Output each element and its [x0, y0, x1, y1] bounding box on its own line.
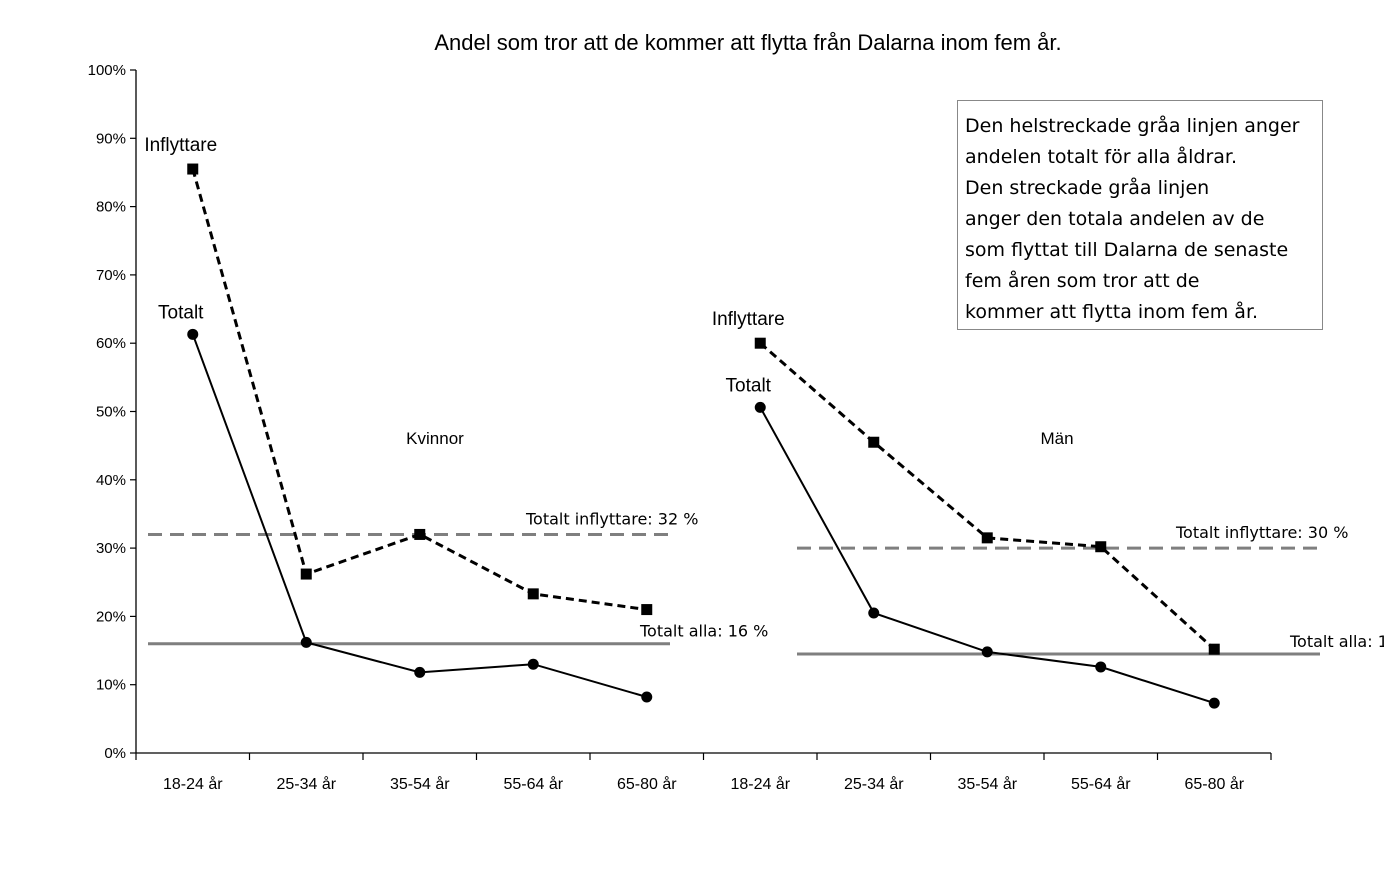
reference-line-label: Totalt alla: 16 %	[639, 622, 768, 641]
note-line: som flyttat till Dalarna de senaste	[965, 239, 1289, 261]
y-tick-label: 70%	[96, 267, 126, 284]
note-line: Den streckade gråa linjen	[965, 177, 1210, 199]
chart-labels: Kvinnor Inflyttare Totalt Män Inflyttare Tota…	[144, 135, 1073, 448]
data-point-square	[527, 588, 539, 600]
data-point-circle	[754, 401, 766, 413]
data-point-circle	[641, 691, 653, 703]
x-tick-label: 25-34 år	[844, 775, 904, 793]
data-point-square	[641, 604, 653, 616]
note-line: andelen totalt för alla åldrar.	[965, 146, 1238, 168]
y-tick-label: 30%	[96, 540, 126, 557]
y-tick-label: 60%	[96, 335, 126, 352]
reference-line-label: Totalt inflyttare: 32 %	[525, 509, 698, 528]
group-label: Kvinnor	[406, 429, 464, 448]
y-tick-label: 0%	[104, 745, 126, 762]
y-tick-label: 100%	[88, 62, 126, 79]
series-lines	[187, 163, 1220, 709]
data-point-circle	[527, 658, 539, 670]
y-tick-label: 10%	[96, 677, 126, 694]
reference-line-label: Totalt alla: 15 %	[1289, 632, 1384, 651]
data-point-square	[187, 163, 199, 175]
data-point-circle	[981, 646, 993, 658]
data-point-circle	[414, 666, 426, 678]
data-point-square	[868, 436, 880, 448]
data-point-circle	[868, 607, 880, 619]
x-tick-label: 55-64 år	[1071, 775, 1131, 793]
data-point-square	[981, 532, 993, 544]
data-point-circle	[300, 636, 312, 648]
series-label: Inflyttare	[712, 309, 785, 330]
series-line	[759, 342, 1216, 651]
data-point-square	[1095, 541, 1107, 553]
series-label: Totalt	[726, 375, 772, 396]
y-tick-label: 80%	[96, 199, 126, 216]
note-box: Den helstreckade gråa linjen anger andele…	[957, 100, 1323, 330]
axes: 0% 10% 20% 30% 40% 50% 60% 70% 80% 90% 100% 18-24 å…	[88, 62, 1272, 793]
data-point-square	[300, 568, 312, 580]
data-point-square	[414, 528, 426, 540]
x-tick-label: 35-54 år	[957, 775, 1017, 793]
data-point-circle	[1208, 697, 1220, 709]
series-line	[191, 168, 648, 612]
data-point-circle	[1095, 661, 1107, 673]
chart-title: Andel som tror att de kommer att flytta …	[434, 30, 1061, 55]
x-tick-label: 65-80 år	[617, 775, 677, 793]
y-tick-label: 20%	[96, 608, 126, 625]
series-line	[759, 406, 1215, 705]
data-point-square	[1208, 643, 1220, 655]
data-point-circle	[187, 328, 199, 340]
reference-line-label: Totalt inflyttare: 30 %	[1175, 523, 1348, 542]
x-tick-label: 18-24 år	[730, 775, 790, 793]
x-tick-label: 25-34 år	[276, 775, 336, 793]
reference-lines: Totalt inflyttare: 32 % Totalt alla: 16 %…	[148, 509, 1384, 656]
data-point-square	[754, 337, 766, 349]
note-line: Den helstreckade gråa linjen anger	[965, 115, 1300, 137]
group-label: Män	[1040, 429, 1073, 448]
x-tick-label: 18-24 år	[163, 775, 223, 793]
y-tick-label: 40%	[96, 472, 126, 489]
x-tick-label: 35-54 år	[390, 775, 450, 793]
series-label: Totalt	[158, 302, 204, 323]
note-line: fem åren som tror att de	[965, 270, 1200, 292]
note-line: anger den totala andelen av de	[965, 208, 1265, 230]
x-tick-label: 55-64 år	[503, 775, 563, 793]
x-tick-label: 65-80 år	[1184, 775, 1244, 793]
y-tick-label: 90%	[96, 130, 126, 147]
series-label: Inflyttare	[144, 135, 217, 156]
note-line: kommer att flytta inom fem år.	[965, 301, 1259, 323]
y-tick-label: 50%	[96, 404, 126, 421]
